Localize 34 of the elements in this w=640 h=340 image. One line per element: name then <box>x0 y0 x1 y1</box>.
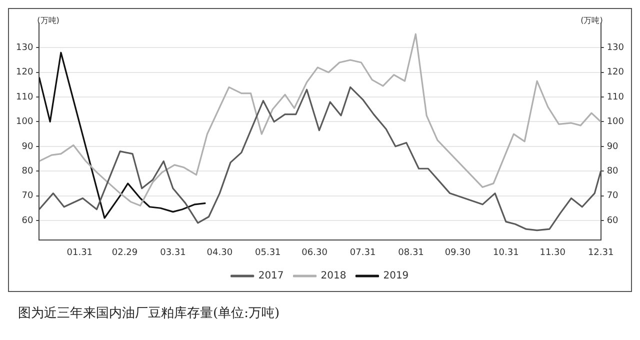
x-tick-label: 11.30 <box>540 248 566 258</box>
y2-tick-label: 120 <box>606 68 624 78</box>
legend-label: 2019 <box>383 270 409 282</box>
x-tick-label: 07.31 <box>350 248 376 258</box>
y2-tick-label: 90 <box>606 142 619 152</box>
text: 图为近三年来国内油厂豆粕库存量(单位:万吨) <box>18 305 281 322</box>
x-tick-label: 02.29 <box>112 248 138 258</box>
legend-label: 2018 <box>320 270 346 282</box>
y-tick-label: 100 <box>16 117 34 128</box>
x-tick-label: 05.31 <box>255 248 281 258</box>
y-tick-label: 80 <box>22 166 34 176</box>
y-tick-label: 120 <box>16 68 34 78</box>
y-tick-label: 110 <box>16 92 34 102</box>
x-tick-label: 01.31 <box>66 248 93 258</box>
y2-tick-label: 100 <box>606 117 624 128</box>
y-tick-label: 130 <box>16 43 34 54</box>
y-tick-label: 60 <box>22 216 34 226</box>
y2-tick-label: 60 <box>606 216 619 226</box>
y2-axis-title: (万吨) <box>580 16 603 26</box>
legend-label: 2017 <box>258 270 284 282</box>
x-tick-label: 12.31 <box>588 248 614 258</box>
x-tick-label: 03.31 <box>160 248 186 258</box>
x-tick-label: 04.30 <box>206 248 233 258</box>
x-tick-label: 06.30 <box>302 248 328 258</box>
y-tick-label: 90 <box>22 142 34 152</box>
x-tick-label: 08.31 <box>398 248 424 258</box>
y-tick-label: 70 <box>22 191 34 202</box>
y-axis-title: (万吨) <box>37 16 60 26</box>
x-tick-label: 09.30 <box>444 248 471 258</box>
x-tick-label: 10.31 <box>493 248 519 258</box>
y2-tick-label: 110 <box>606 92 624 102</box>
y2-tick-label: 70 <box>606 191 619 202</box>
y2-tick-label: 130 <box>606 43 624 54</box>
y2-tick-label: 80 <box>606 166 619 176</box>
